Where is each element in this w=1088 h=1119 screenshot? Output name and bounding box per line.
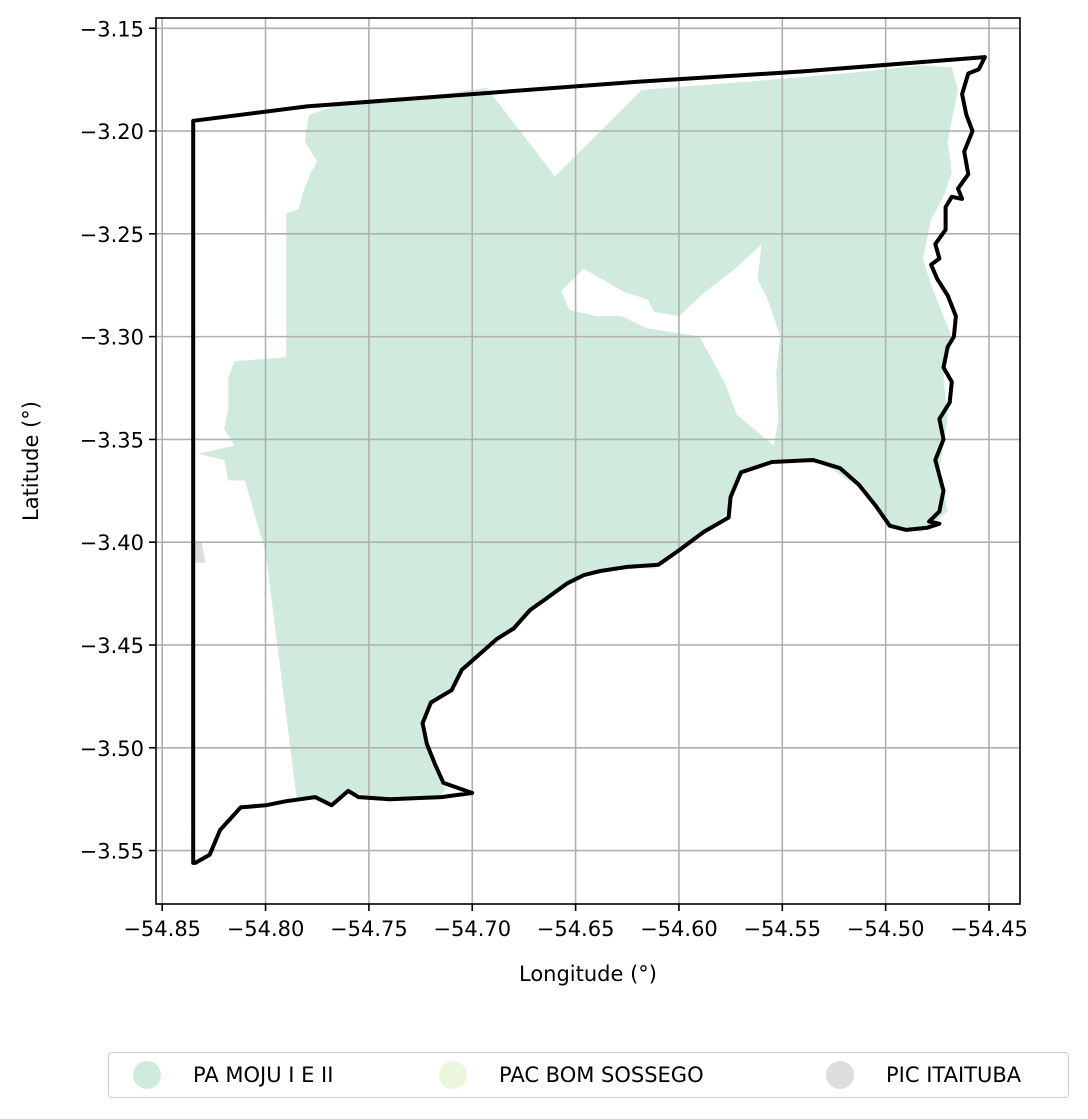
y-tick-label: −3.55 (80, 840, 144, 864)
y-tick-label: −3.50 (80, 737, 144, 761)
y-axis-label: Latitude (°) (19, 401, 43, 521)
y-axis-ticks: −3.15 −3.20 −3.25 −3.30 −3.35 −3.40 −3.45 −3.50… (80, 17, 156, 864)
x-tick-label: −54.65 (537, 917, 615, 941)
legend-label: PA MOJU I E II (193, 1063, 334, 1087)
legend-item-pic-itaituba: PIC ITAITUBA (826, 1053, 1021, 1097)
x-tick-label: −54.50 (847, 917, 925, 941)
y-tick-label: −3.15 (80, 17, 144, 41)
legend-label: PIC ITAITUBA (886, 1063, 1022, 1087)
boundary-layer (191, 55, 987, 865)
legend-item-pa-moju: PA MOJU I E II (133, 1053, 333, 1097)
y-tick-label: −3.40 (80, 531, 144, 555)
legend: PA MOJU I E II PAC BOM SOSSEGO PIC ITAIT… (108, 1052, 1069, 1098)
legend-marker (826, 1061, 854, 1089)
legend-marker (439, 1061, 467, 1089)
study-area-boundary (191, 55, 987, 865)
y-tick-label: −3.45 (80, 634, 144, 658)
map-figure: −54.85 −54.80 −54.75 −54.70 −54.65 −54.60 −54.… (19, 17, 1028, 986)
x-axis-label: Longitude (°) (519, 962, 657, 986)
legend-marker (133, 1061, 161, 1089)
x-tick-label: −54.75 (330, 917, 408, 941)
y-tick-label: −3.25 (80, 223, 144, 247)
x-tick-label: −54.55 (743, 917, 821, 941)
legend-label: PAC BOM SOSSEGO (499, 1063, 704, 1087)
x-tick-label: −54.70 (433, 917, 511, 941)
y-tick-label: −3.30 (80, 326, 144, 350)
x-axis-ticks: −54.85 −54.80 −54.75 −54.70 −54.65 −54.60 −54.… (123, 904, 1028, 941)
x-tick-label: −54.45 (950, 917, 1028, 941)
x-tick-label: −54.85 (123, 917, 201, 941)
legend-item-pac-bom-sossego: PAC BOM SOSSEGO (439, 1053, 704, 1097)
plot-frame (155, 17, 1021, 905)
x-tick-label: −54.80 (227, 917, 305, 941)
y-tick-label: −3.35 (80, 428, 144, 452)
x-tick-label: −54.60 (640, 917, 718, 941)
settlement-polygon-1 (197, 65, 959, 804)
y-tick-label: −3.20 (80, 120, 144, 144)
